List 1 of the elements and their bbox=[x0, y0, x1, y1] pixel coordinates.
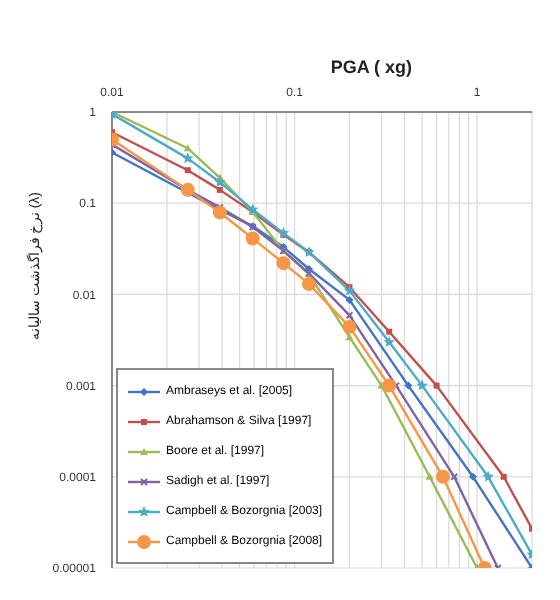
x-axis-title: PGA ( xg) bbox=[330, 56, 412, 77]
